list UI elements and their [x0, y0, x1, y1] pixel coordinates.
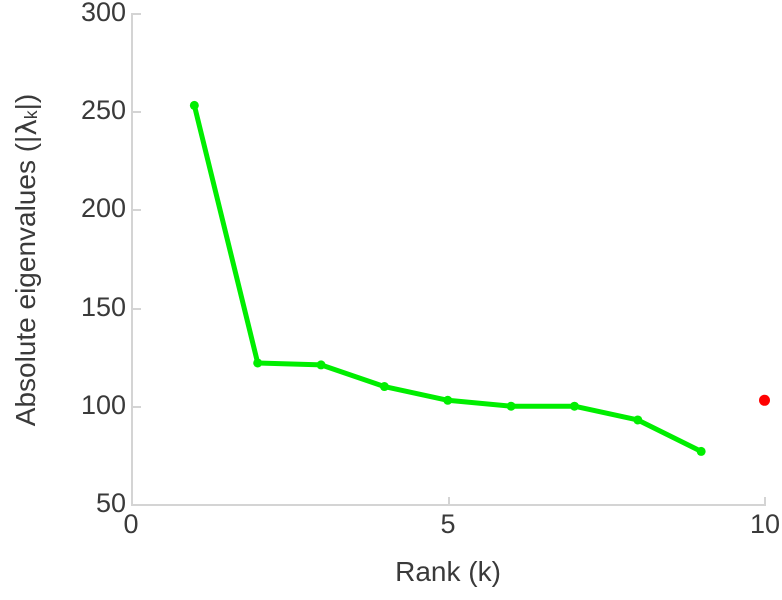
x-tick-label: 10 — [749, 509, 781, 539]
x-tick-mark — [131, 497, 133, 505]
x-tick-label: 0 — [123, 509, 139, 539]
y-tick-label: 300 — [80, 0, 126, 27]
outlier-data-point — [759, 394, 770, 406]
y-tick-mark — [132, 209, 141, 211]
y-tick-label: 100 — [80, 390, 126, 420]
data-point — [696, 446, 706, 456]
y-tick-mark — [132, 13, 141, 15]
data-point — [569, 401, 579, 411]
x-tick-label: 5 — [440, 509, 456, 539]
data-point — [316, 360, 326, 370]
y-tick-label: 250 — [80, 95, 126, 125]
data-point — [189, 100, 199, 110]
x-tick-mark — [764, 497, 766, 505]
y-tick-mark — [132, 308, 141, 310]
data-point — [633, 415, 643, 425]
outlier-marker — [759, 394, 770, 406]
y-tick-label: 150 — [80, 292, 126, 322]
y-tick-label: 200 — [80, 193, 126, 223]
x-axis-title: Rank (k) — [395, 556, 501, 587]
eigenvalue-markers — [189, 100, 706, 456]
data-point — [443, 395, 453, 405]
y-tick-mark — [132, 406, 141, 408]
y-tick-mark — [132, 111, 141, 113]
data-point — [253, 358, 263, 368]
y-axis-line — [131, 13, 133, 506]
y-tick-label: 50 — [95, 488, 126, 518]
data-point — [506, 401, 516, 411]
y-tick-mark — [132, 504, 141, 506]
x-tick-mark — [448, 497, 450, 505]
data-point — [379, 382, 389, 392]
